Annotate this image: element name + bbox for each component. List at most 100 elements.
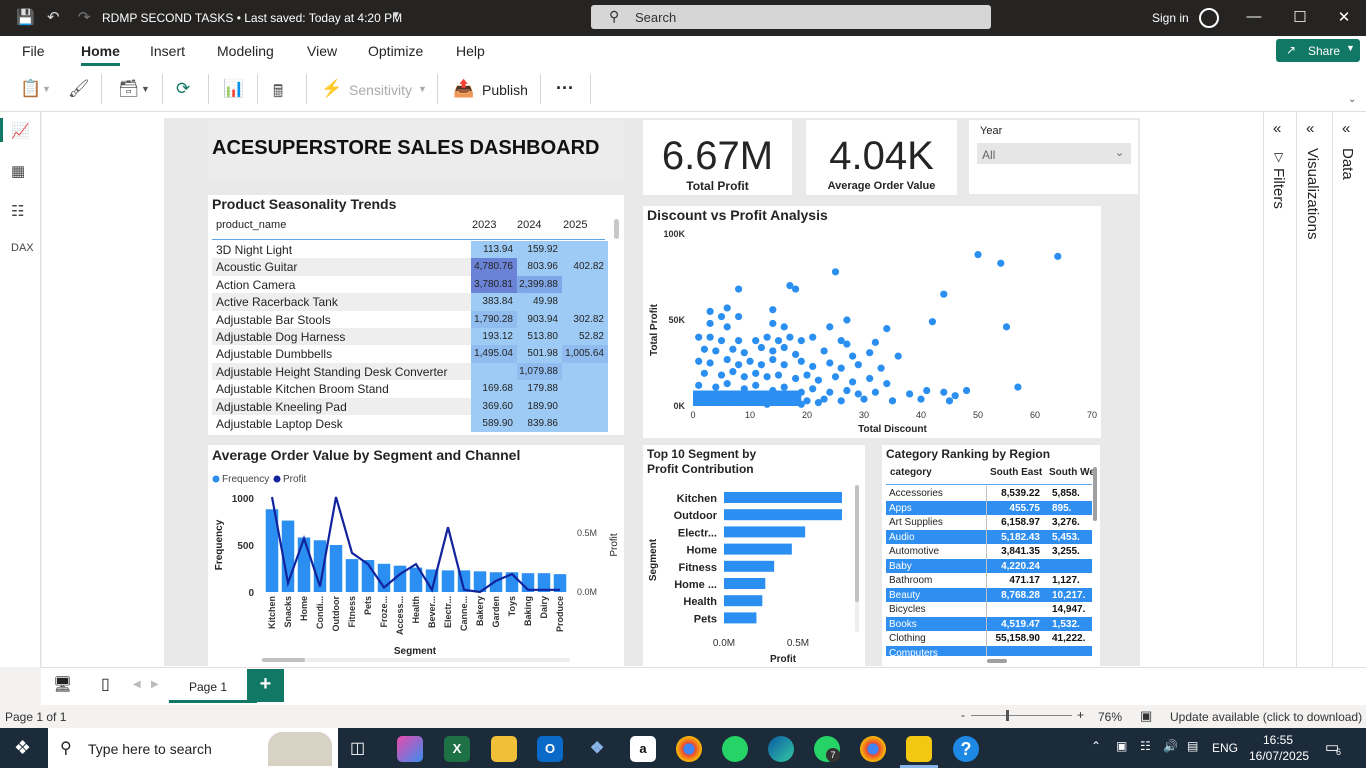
column-header-2024[interactable]: 2024 (517, 219, 542, 231)
table-row[interactable]: Automotive 3,841.35 3,255. (886, 544, 1092, 559)
value-cell[interactable]: 179.88 (517, 380, 562, 398)
table-row[interactable]: Beauty 8,768.28 10,217. (886, 587, 1092, 602)
sensitivity-icon[interactable]: ⚡ (321, 79, 343, 98)
value-cell[interactable]: 52.82 (562, 328, 608, 346)
system-tray-expand-icon[interactable]: ⌃ (1091, 739, 1102, 753)
get-data-icon[interactable]: 🗃 (118, 79, 140, 98)
south-east-cell[interactable]: 455.75 (1009, 502, 1040, 514)
south-east-cell[interactable]: 4,519.47 (1001, 618, 1040, 630)
language-indicator[interactable]: ENG (1212, 741, 1239, 755)
vertical-scrollbar[interactable] (1093, 467, 1097, 521)
seasonality-matrix[interactable]: Product Seasonality Trends product_name … (208, 195, 624, 435)
redo-icon[interactable]: ↷ (78, 9, 91, 26)
help-icon[interactable]: ? (953, 736, 979, 762)
value-cell[interactable]: 402.82 (562, 258, 608, 276)
south-east-cell[interactable]: 3,841.35 (1001, 546, 1040, 557)
chevron-down-icon[interactable]: ▼ (42, 84, 51, 94)
chevron-down-icon[interactable]: ▼ (141, 84, 150, 94)
publish-icon[interactable]: 📤 (453, 79, 475, 98)
south-west-cell[interactable]: 3,276. (1052, 517, 1080, 528)
table-row[interactable]: Books 4,519.47 1,532. (886, 616, 1092, 631)
value-cell[interactable]: 501.98 (517, 345, 562, 363)
sensitivity-button[interactable]: Sensitivity (349, 82, 413, 98)
zoom-slider-thumb[interactable] (1006, 710, 1009, 721)
chevron-down-icon[interactable]: ▼ (418, 84, 427, 94)
discount-profit-scatter[interactable]: Discount vs Profit Analysis 0K 50K 100K 0 10 2… (643, 206, 1101, 438)
south-west-cell[interactable]: 41,222. (1052, 633, 1086, 644)
value-cell[interactable] (471, 362, 517, 381)
edge-icon[interactable] (768, 736, 794, 762)
avatar-icon[interactable] (1199, 8, 1219, 28)
south-east-cell[interactable]: 6,158.97 (1001, 517, 1040, 528)
amazon-icon[interactable]: a (630, 736, 656, 762)
value-cell[interactable]: 1,495.04 (471, 345, 517, 363)
tab-page-1[interactable]: Page 1 (169, 668, 257, 703)
value-cell[interactable]: 1,790.28 (471, 310, 517, 328)
value-cell[interactable]: 2,399.88 (517, 275, 562, 294)
expand-data-icon[interactable]: « (1342, 120, 1351, 137)
meet-icon[interactable]: ▣ (1116, 739, 1128, 753)
minimize-icon[interactable]: — (1246, 8, 1262, 25)
top-segment-chart[interactable]: Top 10 Segment by Profit Contribution Kitc… (643, 445, 865, 667)
south-west-cell[interactable]: 1,127. (1052, 575, 1080, 586)
south-east-cell[interactable]: 5,182.43 (1001, 531, 1040, 543)
sign-in-link[interactable]: Sign in (1152, 11, 1189, 25)
report-view-icon[interactable]: 📈 (11, 123, 30, 140)
menu-view[interactable]: View (307, 43, 338, 59)
value-cell[interactable]: 1,079.88 (517, 362, 562, 381)
next-page-icon[interactable]: ▶ (151, 679, 159, 690)
search-box[interactable]: ⚲ Search (591, 5, 991, 29)
value-cell[interactable]: 49.98 (517, 293, 562, 311)
clock-date[interactable]: 16/07/2025 (1249, 749, 1310, 763)
volume-icon[interactable]: 🔊 (1163, 739, 1178, 753)
table-row[interactable]: Clothing 55,158.90 41,222. (886, 631, 1092, 646)
table-row[interactable]: Apps 455.75 895. (886, 500, 1092, 515)
collapse-ribbon-icon[interactable]: ⌄ (1348, 94, 1357, 105)
aov-segment-chart[interactable]: Average Order Value by Segment and Chann… (208, 445, 624, 667)
dax-query-icon[interactable]: DAX (11, 242, 34, 254)
value-cell[interactable] (562, 275, 608, 294)
south-west-cell[interactable]: 1,532. (1052, 618, 1080, 630)
model-view-icon[interactable]: ☷ (11, 203, 25, 220)
menu-optimize[interactable]: Optimize (368, 43, 424, 59)
value-cell[interactable]: 513.80 (517, 328, 562, 346)
value-cell[interactable]: 803.96 (517, 258, 562, 276)
vertical-scrollbar[interactable] (614, 219, 619, 239)
expand-filters-icon[interactable]: « (1273, 120, 1282, 137)
total-profit-card[interactable]: 6.67M Total Profit (643, 120, 792, 195)
save-icon[interactable]: 💾 (16, 9, 35, 26)
table-row[interactable]: Bicycles 14,947. (886, 602, 1092, 617)
wifi-icon[interactable]: ☷ (1140, 739, 1151, 753)
table-row[interactable]: Action Camera 3,780.81 2,399.88 (212, 275, 608, 294)
column-header-2023[interactable]: 2023 (472, 219, 497, 231)
network-icon[interactable]: ▤ (1187, 739, 1199, 753)
dashboard-title-card[interactable]: ACESUPERSTORE SALES DASHBOARD (208, 121, 624, 181)
table-row[interactable]: Baby 4,220.24 (886, 558, 1092, 573)
data-pane-label[interactable]: Data (1339, 148, 1356, 180)
value-cell[interactable] (562, 415, 608, 433)
year-slicer[interactable]: Year All ⌄ (969, 120, 1138, 194)
windows-start-icon[interactable]: ❖ (14, 738, 32, 759)
copilot-icon[interactable] (397, 736, 423, 762)
horizontal-scrollbar[interactable] (987, 659, 1007, 663)
table-row[interactable]: Active Racerback Tank 383.84 49.98 (212, 293, 608, 311)
south-east-cell[interactable]: 4,220.24 (1001, 560, 1040, 572)
update-available-link[interactable]: Update available (click to download) (1170, 710, 1363, 724)
prev-page-icon[interactable]: ◀ (133, 679, 141, 690)
column-header-category[interactable]: category (890, 467, 932, 478)
column-header-south-west[interactable]: South We (1049, 467, 1095, 478)
taskbar-search[interactable]: ⚲ Type here to search (48, 728, 338, 768)
table-row[interactable]: Adjustable Kneeling Pad 369.60 189.90 (212, 397, 608, 415)
power-bi-icon[interactable] (906, 736, 932, 762)
whatsapp-icon[interactable] (722, 736, 748, 762)
value-cell[interactable]: 383.84 (471, 293, 517, 311)
south-east-cell[interactable]: 8,768.28 (1001, 589, 1040, 601)
value-cell[interactable] (562, 362, 608, 381)
clock-time[interactable]: 16:55 (1263, 733, 1294, 747)
title-dropdown-icon[interactable]: ▼ (391, 10, 401, 21)
desktop-layout-icon[interactable]: 🖥 (53, 676, 73, 693)
table-row[interactable]: Accessories 8,539.22 5,858. (886, 486, 1092, 501)
table-row[interactable]: Adjustable Bar Stools 1,790.28 903.94 302.8… (212, 310, 608, 328)
share-button[interactable]: ↗ Share ▼ (1276, 39, 1360, 62)
calculator-icon[interactable]: 🖩 (273, 82, 284, 101)
